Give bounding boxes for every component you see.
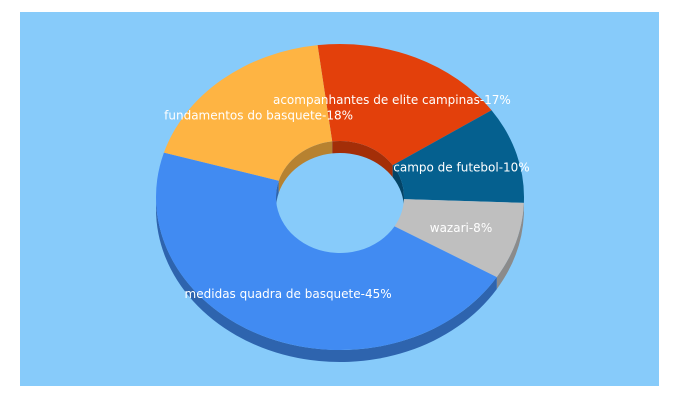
slice-2 bbox=[394, 199, 524, 278]
slice-label-1: campo de futebol-10% bbox=[393, 160, 529, 174]
slice-1 bbox=[392, 110, 524, 203]
slice-side-2 bbox=[496, 202, 524, 290]
slice-label-3: medidas quadra de basquete-45% bbox=[185, 287, 392, 301]
slice-label-0: acompanhantes de elite campinas-17% bbox=[273, 93, 511, 107]
slice-inner-wall-4 bbox=[278, 141, 333, 193]
chart-panel: acompanhantes de elite campinas-17% campo… bbox=[20, 12, 659, 386]
slice-label-4: fundamentos do basquete-18% bbox=[164, 108, 353, 122]
donut-chart: acompanhantes de elite campinas-17% campo… bbox=[155, 44, 530, 362]
slice-label-2: wazari-8% bbox=[430, 221, 492, 235]
slice-inner-wall-0 bbox=[332, 141, 393, 178]
slice-inner-wall-1 bbox=[392, 165, 404, 209]
donut-sides bbox=[156, 141, 524, 362]
slice-3 bbox=[155, 152, 497, 351]
slice-4 bbox=[163, 45, 333, 181]
donut-slices bbox=[155, 44, 524, 351]
slice-inner-wall-3 bbox=[276, 180, 279, 209]
slice-0 bbox=[317, 44, 492, 166]
donut-labels: acompanhantes de elite campinas-17% campo… bbox=[164, 93, 530, 301]
